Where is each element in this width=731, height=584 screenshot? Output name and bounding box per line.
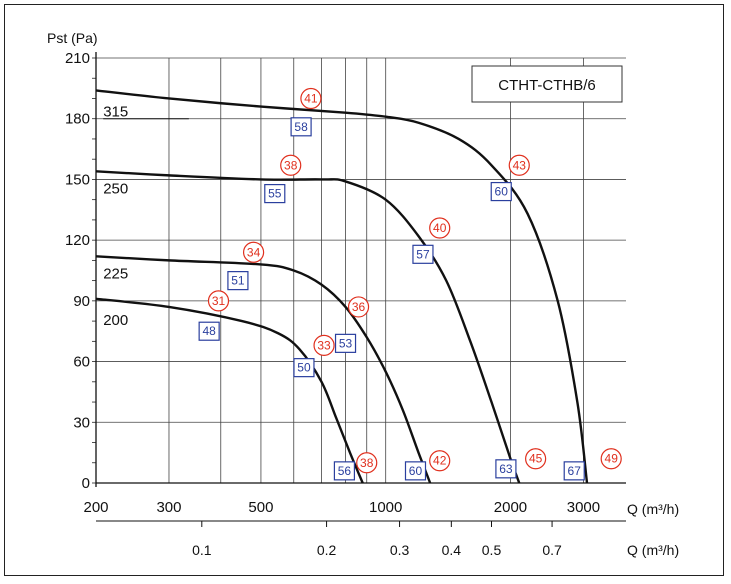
noise-level-circle — [508, 154, 530, 176]
tick-labels: 0 30 60 90 120 150 180 210 200 300 500 1000 2000 3000… — [65, 50, 600, 558]
y-tick-label: 210 — [65, 50, 90, 67]
sound-power-value: 63 — [499, 462, 513, 476]
sound-power-value: 48 — [202, 324, 216, 338]
series-line-225 — [95, 255, 432, 484]
noise-level-circle — [347, 296, 370, 318]
noise-level-circle — [356, 452, 378, 474]
noise-level-value: 42 — [433, 454, 447, 468]
y-tick-label: 120 — [65, 232, 90, 249]
x-tick-label: 1000 — [369, 499, 402, 516]
noise-level-value: 33 — [317, 338, 331, 352]
y-tick-label: 60 — [73, 354, 90, 371]
sound-power-box — [290, 117, 312, 137]
noise-level-value: 43 — [513, 158, 527, 172]
x-tick-label: 3000 — [567, 499, 600, 516]
sound-power-box — [490, 181, 512, 202]
title-box-border — [471, 65, 623, 103]
x-secondary-tick-label: 0.3 — [390, 542, 410, 558]
sound-power-value: 56 — [338, 464, 352, 478]
sound-power-box — [334, 333, 357, 353]
series-line-200 — [95, 297, 364, 484]
sound-power-value: 55 — [268, 187, 282, 201]
series-label-225: 225 — [103, 266, 128, 283]
sound-power-value: 67 — [568, 464, 582, 478]
sound-power-box — [293, 358, 315, 378]
y-tick-label: 180 — [65, 111, 90, 128]
noise-level-value: 36 — [352, 300, 366, 314]
sound-power-box — [495, 459, 517, 479]
noise-level-value: 31 — [212, 294, 226, 308]
sound-power-box — [198, 321, 220, 341]
sound-power-box — [404, 461, 427, 481]
x-tick-label: 200 — [83, 499, 108, 516]
series-label-315: 315 — [103, 104, 128, 121]
sound-power-box — [563, 461, 585, 481]
series-line-315 — [95, 89, 589, 484]
noise-level-circle — [313, 334, 335, 356]
title-box: CTHT-CTHB/6 — [471, 65, 623, 103]
noise-level-value: 45 — [529, 452, 543, 466]
x-axis-label-text: Q (m³/h) — [627, 501, 679, 517]
noise-level-value: 34 — [247, 245, 261, 259]
sound-power-box — [227, 271, 249, 291]
x-tick-label: 2000 — [494, 499, 527, 516]
y-tick-label: 90 — [73, 293, 90, 310]
noise-level-circle — [525, 448, 547, 470]
sound-power-value: 50 — [297, 361, 311, 375]
axes: Pst (Pa) Q (m³/h) Q (m³/h) — [47, 30, 679, 558]
y-tick-label: 150 — [65, 171, 90, 188]
chart-title: CTHT-CTHB/6 — [498, 77, 596, 94]
noise-level-value: 41 — [304, 91, 318, 105]
x-secondary-tick-label: 0.2 — [317, 542, 337, 558]
noise-level-circle — [429, 450, 451, 472]
series-line-250 — [95, 170, 521, 484]
y-tick-label: 30 — [73, 414, 90, 431]
y-tick-label: 0 — [82, 475, 90, 492]
noise-level-circle — [242, 241, 265, 263]
noise-level-circle — [600, 448, 622, 470]
noise-level-value: 38 — [284, 158, 298, 172]
sound-power-value: 51 — [231, 274, 245, 288]
sound-power-box — [412, 244, 434, 264]
x-secondary-tick-label: 0.4 — [442, 542, 462, 558]
sound-power-value: 58 — [294, 120, 308, 134]
x-secondary-tick-label: 0.1 — [192, 542, 212, 558]
noise-level-circle — [207, 290, 230, 312]
sound-power-value: 60 — [409, 464, 423, 478]
series-label-200: 200 — [103, 312, 128, 329]
noise-level-circle — [429, 217, 451, 239]
sound-power-box — [264, 183, 286, 204]
curves: 315 250 225 200 — [95, 89, 589, 484]
y-axis-label: Pst (Pa) — [47, 30, 98, 46]
noise-level-value: 40 — [433, 221, 447, 235]
sound-power-value: 60 — [495, 185, 509, 199]
x-tick-label: 300 — [156, 499, 181, 516]
x-axis-label: Q (m³/h) — [627, 501, 679, 517]
x-secondary-tick-label: 0.7 — [542, 542, 562, 558]
series-label-250: 250 — [103, 181, 128, 198]
sound-power-box — [333, 461, 356, 481]
noise-level-value: 38 — [360, 456, 374, 470]
x-tick-label: 500 — [248, 499, 273, 516]
sound-power-value: 57 — [416, 247, 430, 261]
chart-frame — [4, 4, 724, 576]
sound-power-value: 53 — [339, 336, 353, 350]
x-axis-secondary-label-text: Q (m³/h) — [627, 542, 679, 558]
noise-level-circle — [280, 154, 302, 176]
noise-level-value: 49 — [605, 452, 619, 466]
x-axis-secondary-label: Q (m³/h) — [627, 542, 679, 558]
noise-level-circle — [300, 87, 322, 110]
x-secondary-tick-label: 0.5 — [482, 542, 502, 558]
annotations: 41 38 34 31 33 36 40 43 38 42 45 49 58 55 51 48 50 53 57 60… — [198, 87, 622, 481]
